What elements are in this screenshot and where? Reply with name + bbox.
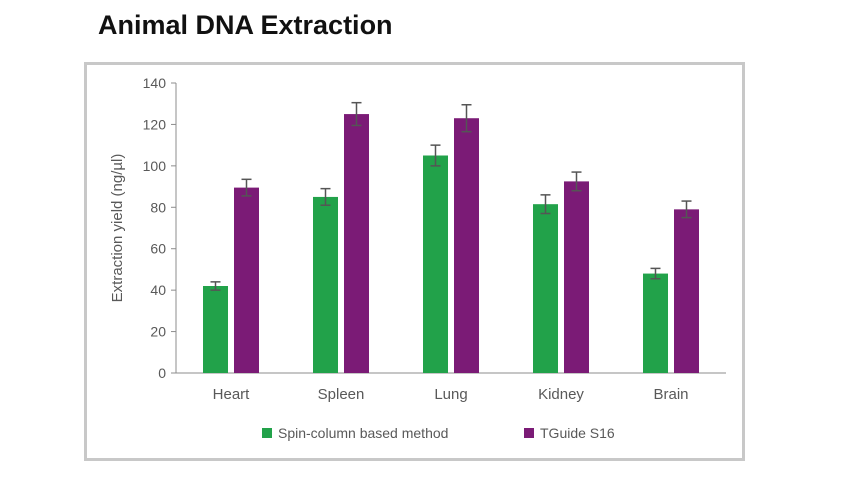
page-title: Animal DNA Extraction: [98, 10, 393, 40]
bar-tguide-s16: [564, 181, 589, 373]
y-tick-label: 140: [143, 75, 167, 91]
legend-label: Spin-column based method: [278, 425, 448, 441]
x-tick-label: Lung: [434, 386, 467, 403]
x-tick-label: Heart: [213, 386, 251, 403]
bar-tguide-s16: [674, 209, 699, 373]
y-tick-label: 120: [143, 116, 167, 132]
y-tick-label: 40: [150, 282, 166, 298]
bar-spin-column: [313, 196, 338, 373]
legend-swatch: [524, 428, 534, 438]
y-tick-label: 60: [150, 241, 166, 257]
x-tick-label: Brain: [653, 386, 688, 403]
y-tick-label: 0: [158, 365, 166, 381]
y-axis-title: Extraction yield (ng/µl): [109, 154, 126, 303]
legend-swatch: [262, 428, 272, 438]
bar-spin-column: [533, 204, 558, 373]
y-tick-label: 80: [150, 199, 166, 215]
y-tick-label: 20: [150, 324, 166, 340]
legend-label: TGuide S16: [540, 425, 615, 441]
bar-spin-column: [423, 155, 448, 373]
bar-tguide-s16: [344, 114, 369, 374]
bar-spin-column: [203, 286, 228, 373]
chart-frame: [84, 62, 745, 461]
y-tick-label: 100: [143, 158, 167, 174]
bar-spin-column: [643, 273, 668, 373]
x-tick-label: Kidney: [538, 386, 584, 403]
bar-tguide-s16: [234, 187, 259, 373]
x-tick-label: Spleen: [318, 386, 365, 403]
bar-tguide-s16: [454, 118, 479, 373]
